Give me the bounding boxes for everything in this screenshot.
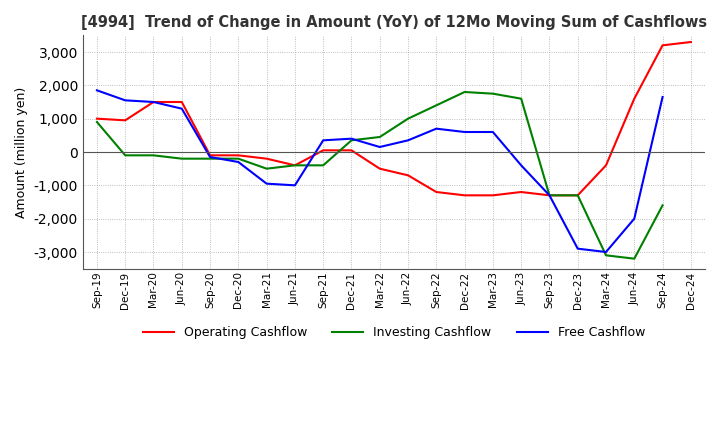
- Line: Free Cashflow: Free Cashflow: [97, 90, 662, 252]
- Investing Cashflow: [602, 253, 611, 258]
- Investing Cashflow: [121, 153, 130, 158]
- Free Cashflow: [432, 126, 441, 131]
- Operating Cashflow: [404, 172, 413, 178]
- Investing Cashflow: [93, 119, 102, 125]
- Free Cashflow: [375, 144, 384, 150]
- Free Cashflow: [121, 98, 130, 103]
- Free Cashflow: [545, 193, 554, 198]
- Line: Investing Cashflow: Investing Cashflow: [97, 92, 662, 259]
- Investing Cashflow: [489, 91, 498, 96]
- Free Cashflow: [149, 99, 158, 105]
- Investing Cashflow: [375, 134, 384, 139]
- Investing Cashflow: [432, 103, 441, 108]
- Free Cashflow: [291, 183, 300, 188]
- Operating Cashflow: [375, 166, 384, 171]
- Free Cashflow: [234, 159, 243, 165]
- Line: Operating Cashflow: Operating Cashflow: [97, 42, 691, 195]
- Free Cashflow: [517, 163, 526, 168]
- Investing Cashflow: [319, 163, 328, 168]
- Operating Cashflow: [432, 189, 441, 194]
- Operating Cashflow: [234, 153, 243, 158]
- Operating Cashflow: [517, 189, 526, 194]
- Operating Cashflow: [291, 163, 300, 168]
- Operating Cashflow: [262, 156, 271, 161]
- Free Cashflow: [404, 138, 413, 143]
- Investing Cashflow: [658, 203, 667, 208]
- Operating Cashflow: [602, 163, 611, 168]
- Operating Cashflow: [545, 193, 554, 198]
- Free Cashflow: [347, 136, 356, 141]
- Investing Cashflow: [517, 96, 526, 101]
- Investing Cashflow: [234, 156, 243, 161]
- Operating Cashflow: [573, 193, 582, 198]
- Legend: Operating Cashflow, Investing Cashflow, Free Cashflow: Operating Cashflow, Investing Cashflow, …: [138, 321, 650, 344]
- Operating Cashflow: [658, 43, 667, 48]
- Investing Cashflow: [347, 138, 356, 143]
- Investing Cashflow: [177, 156, 186, 161]
- Investing Cashflow: [460, 89, 469, 95]
- Investing Cashflow: [149, 153, 158, 158]
- Free Cashflow: [460, 129, 469, 135]
- Operating Cashflow: [121, 117, 130, 123]
- Investing Cashflow: [206, 156, 215, 161]
- Operating Cashflow: [347, 148, 356, 153]
- Y-axis label: Amount (million yen): Amount (million yen): [15, 86, 28, 218]
- Free Cashflow: [630, 216, 639, 221]
- Title: [4994]  Trend of Change in Amount (YoY) of 12Mo Moving Sum of Cashflows: [4994] Trend of Change in Amount (YoY) o…: [81, 15, 707, 30]
- Investing Cashflow: [630, 256, 639, 261]
- Free Cashflow: [262, 181, 271, 186]
- Operating Cashflow: [687, 39, 696, 44]
- Investing Cashflow: [291, 163, 300, 168]
- Free Cashflow: [489, 129, 498, 135]
- Operating Cashflow: [630, 96, 639, 101]
- Free Cashflow: [319, 138, 328, 143]
- Free Cashflow: [602, 249, 611, 255]
- Operating Cashflow: [319, 148, 328, 153]
- Free Cashflow: [573, 246, 582, 251]
- Operating Cashflow: [149, 99, 158, 105]
- Investing Cashflow: [573, 193, 582, 198]
- Operating Cashflow: [177, 99, 186, 105]
- Operating Cashflow: [206, 153, 215, 158]
- Free Cashflow: [177, 106, 186, 111]
- Free Cashflow: [658, 94, 667, 99]
- Investing Cashflow: [404, 116, 413, 121]
- Operating Cashflow: [93, 116, 102, 121]
- Free Cashflow: [93, 88, 102, 93]
- Free Cashflow: [206, 154, 215, 160]
- Investing Cashflow: [262, 166, 271, 171]
- Operating Cashflow: [460, 193, 469, 198]
- Investing Cashflow: [545, 193, 554, 198]
- Operating Cashflow: [489, 193, 498, 198]
